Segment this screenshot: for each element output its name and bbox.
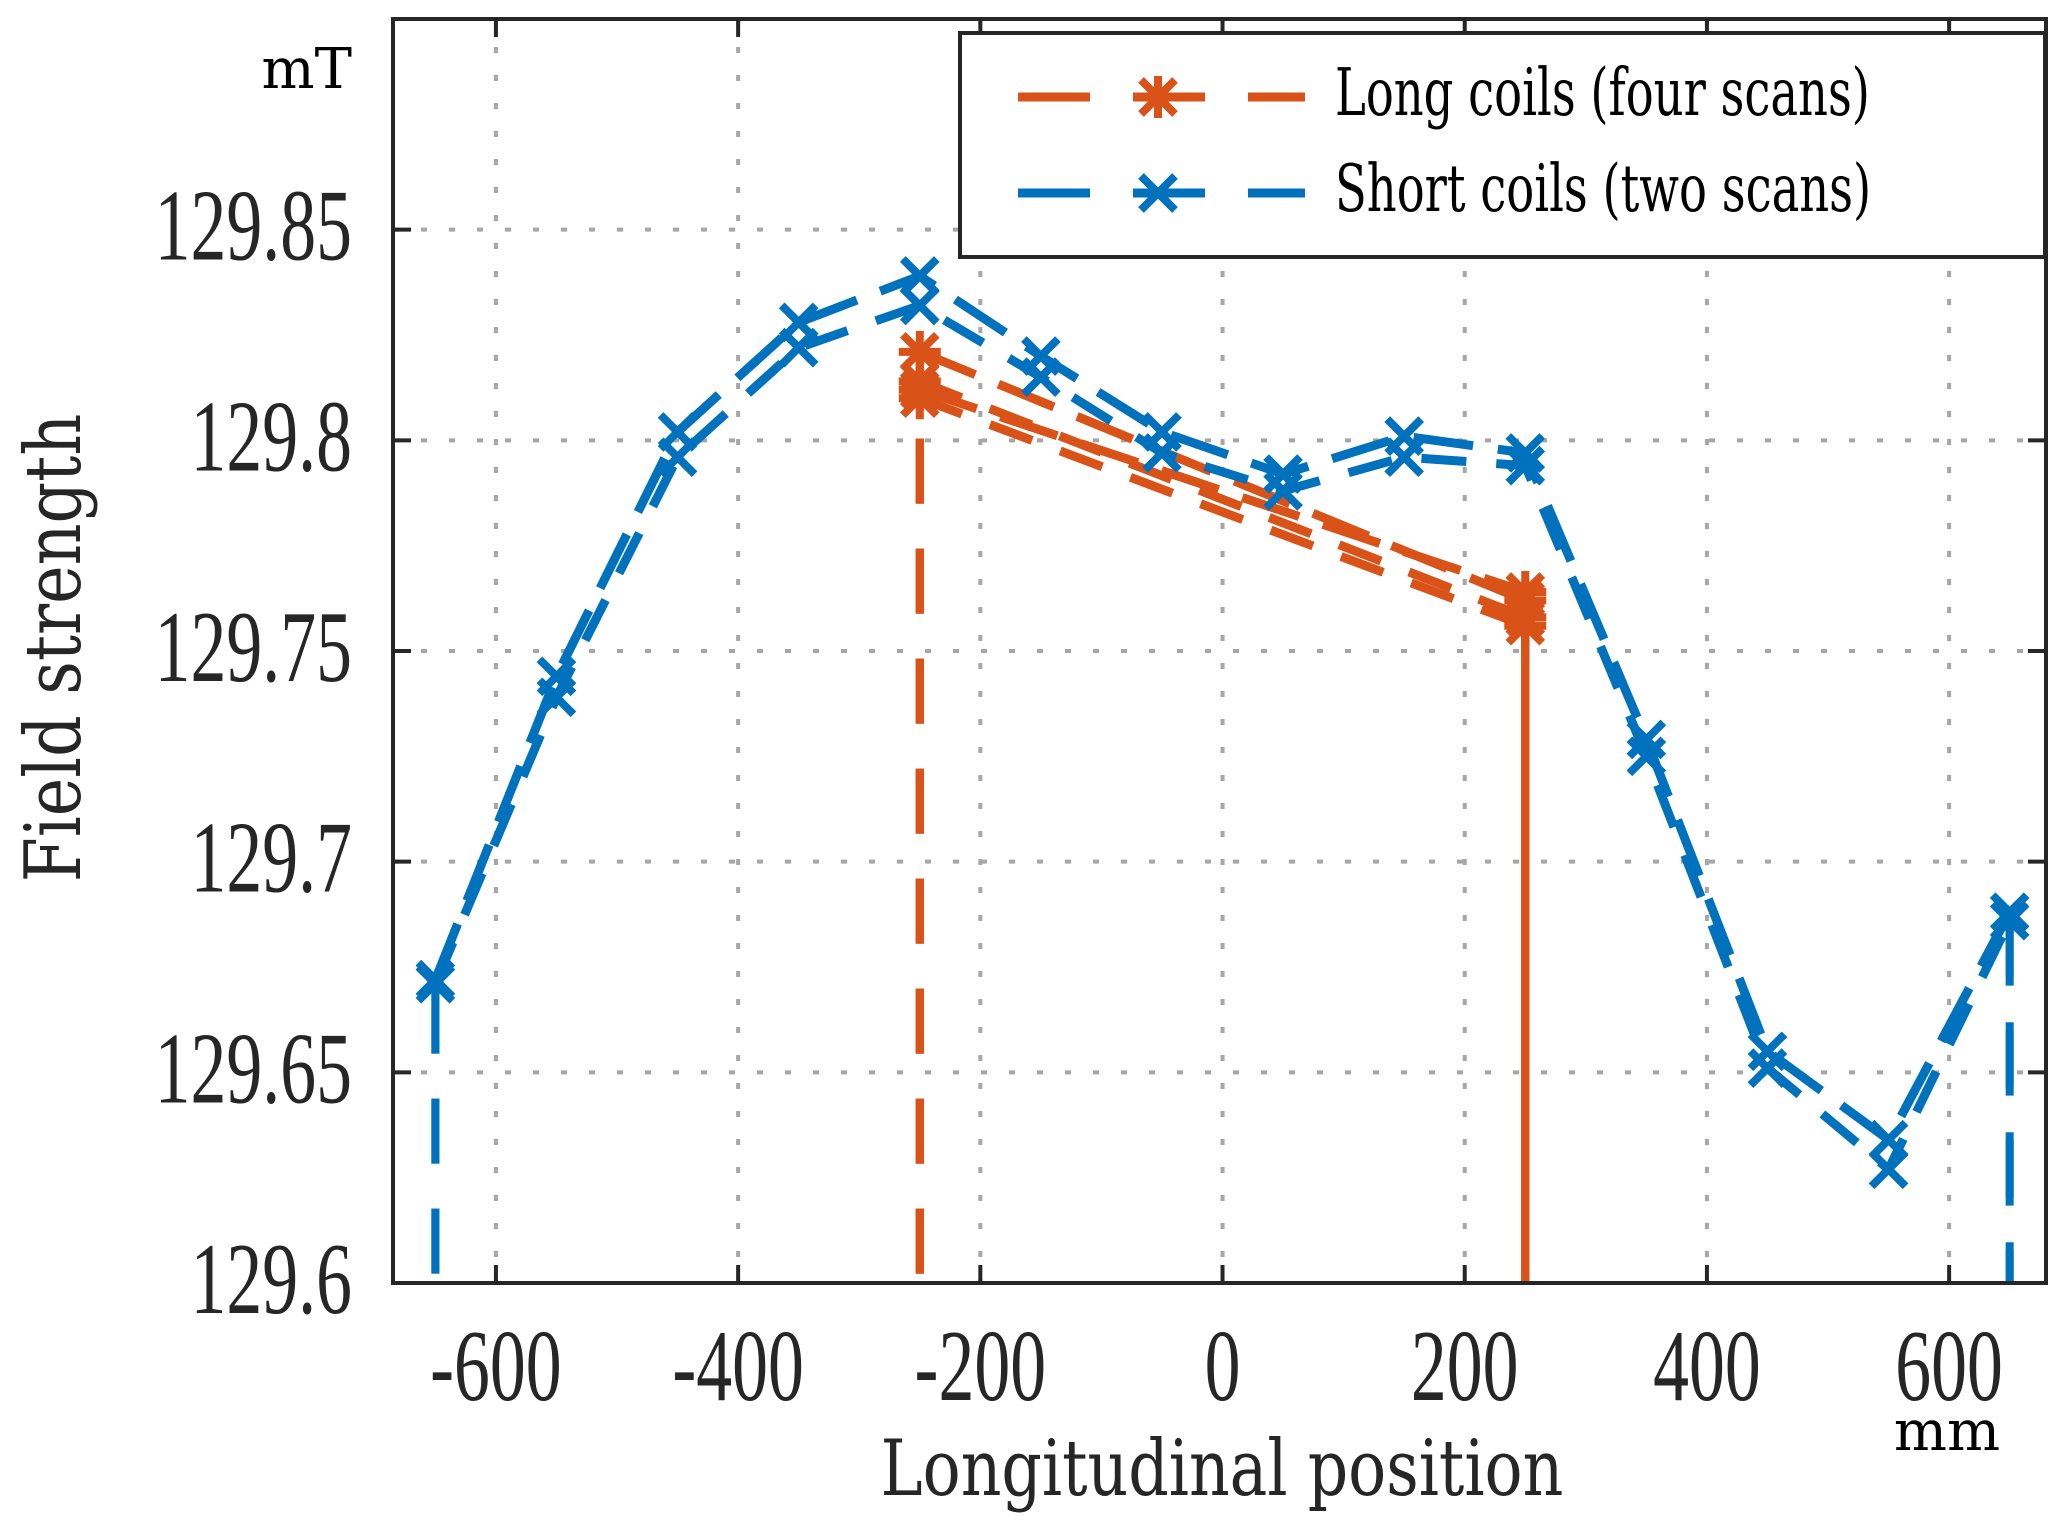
- legend-label: Long coils (four scans): [1335, 55, 1870, 131]
- x-tick-label: -600: [430, 1310, 562, 1422]
- data-point-x-marker: [1868, 1149, 1909, 1190]
- data-point-x-marker: [1989, 900, 2030, 941]
- y-tick-label: 129.6: [191, 1223, 352, 1335]
- x-tick-label: 600: [1895, 1310, 2003, 1422]
- data-point-x-marker: [1626, 736, 1667, 777]
- data-point-x-marker: [1263, 471, 1303, 511]
- data-point-asterisk-marker: [898, 377, 941, 420]
- data-point-x-marker: [1384, 437, 1425, 478]
- data-point-asterisk-marker: [898, 330, 941, 373]
- legend-box: [958, 31, 2047, 259]
- x-unit-label: mm: [1894, 1399, 2000, 1464]
- data-point-asterisk-marker: [1504, 604, 1547, 647]
- data-point-x-marker: [1505, 445, 1546, 486]
- legend-label: Short coils (two scans): [1335, 151, 1871, 227]
- data-point-x-marker: [1138, 173, 1178, 213]
- y-tick-label: 129.8: [191, 380, 352, 492]
- series-line: [431, 301, 2014, 1174]
- data-point-x-marker: [899, 285, 940, 326]
- data-point-x-marker: [1747, 1048, 1788, 1088]
- series-short-coils: [415, 256, 2030, 1283]
- data-point-asterisk-marker: [1504, 571, 1547, 614]
- tick-labels: -600 -400 -200 0 200 400 600 129.6 129.65 129.7 12…: [155, 170, 2003, 1422]
- x-tick-label: -400: [672, 1310, 804, 1422]
- x-tick-label: -200: [915, 1310, 1047, 1422]
- ticks: [393, 19, 2046, 1285]
- data-point-x-marker: [657, 437, 698, 478]
- data-point-x-marker: [1989, 892, 2030, 933]
- data-point-asterisk-marker: [1137, 76, 1179, 118]
- data-point-x-marker: [415, 964, 456, 1004]
- plot-area: [415, 256, 2030, 1283]
- x-tick-label: 0: [1205, 1310, 1241, 1422]
- data-point-x-marker: [899, 256, 940, 296]
- data-point-x-marker: [1142, 433, 1182, 473]
- y-tick-label: 129.65: [155, 1012, 352, 1124]
- y-tick-label: 129.75: [155, 591, 352, 703]
- data-point-x-marker: [778, 327, 819, 368]
- legend: Long coils (four scans) Short coils (two …: [958, 31, 2047, 259]
- y-unit-label: mT: [262, 37, 352, 102]
- series-line: [431, 271, 2014, 1145]
- y-tick-label: 129.85: [155, 170, 352, 282]
- x-tick-label: 200: [1411, 1310, 1519, 1422]
- x-axis-title: Longitudinal position: [881, 1423, 1564, 1514]
- y-axis-title: Field strength: [9, 414, 99, 882]
- series-line: [918, 385, 1527, 597]
- data-point-x-marker: [1747, 1031, 1788, 1072]
- series-long-coils: [898, 330, 1547, 1283]
- data-point-x-marker: [536, 677, 577, 718]
- series-line: [918, 393, 1527, 630]
- y-tick-label: 129.7: [191, 802, 352, 914]
- data-point-x-marker: [1021, 357, 1061, 397]
- x-tick-label: 400: [1653, 1310, 1761, 1422]
- legend-entry: Short coils (two scans): [1018, 151, 1871, 227]
- legend-entry: Long coils (four scans): [1018, 55, 1870, 131]
